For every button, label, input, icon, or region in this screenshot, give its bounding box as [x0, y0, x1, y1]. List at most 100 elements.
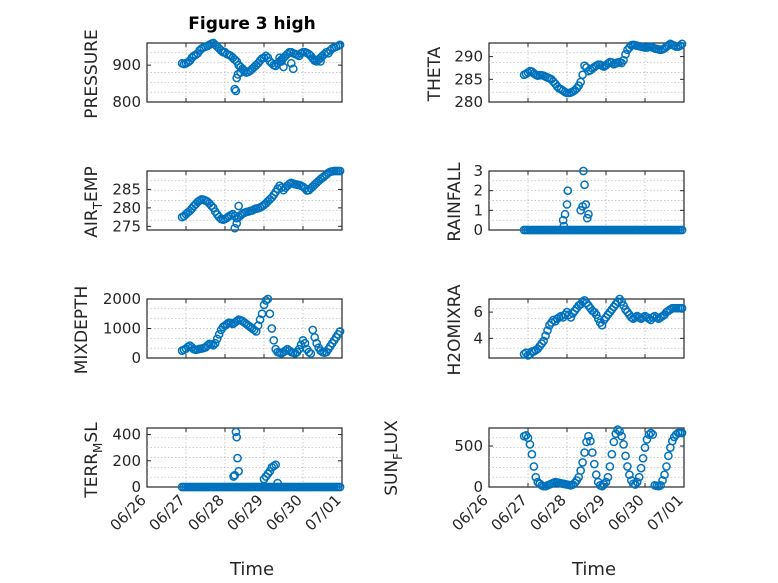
data-point-sun-flux: [578, 458, 587, 467]
data-point-mixdepth: [300, 338, 310, 348]
data-point-sun-flux: [531, 472, 541, 482]
y-tick-label: 285: [112, 180, 141, 198]
x-tick-label: 07/01: [302, 491, 345, 534]
data-point-h2omixra: [541, 331, 550, 341]
x-tick-label: 07/01: [644, 491, 687, 534]
data-point-pressure: [316, 57, 325, 66]
data-point-sun-flux: [623, 462, 632, 471]
data-point-rainfall: [563, 186, 573, 196]
data-point-mixdepth: [208, 340, 218, 350]
data-point-h2omixra: [652, 313, 662, 322]
data-point-sun-flux: [605, 462, 615, 471]
data-point-terr-msl: [231, 427, 241, 437]
x-tick-label: 06/28: [185, 491, 228, 534]
panel-mixdepth: 0 1000 2000: [103, 290, 345, 367]
data-point-sun-flux: [586, 436, 595, 446]
data-point-sun-flux: [636, 463, 646, 473]
data-point-air-temp: [230, 223, 240, 233]
data-point-sun-flux: [664, 451, 673, 461]
data-point-mixdepth: [269, 335, 279, 345]
data-point-mixdepth: [261, 296, 271, 305]
ylabel-theta: THETA: [425, 46, 445, 102]
data-point-pressure: [230, 55, 240, 64]
data-point-terr-msl: [273, 478, 282, 488]
ylabel-sun-flux: SUNFLUX: [382, 420, 405, 496]
data-point-rainfall: [559, 221, 569, 231]
data-point-sun-flux: [677, 428, 687, 438]
data-point-sun-flux: [615, 426, 625, 436]
data-point-sun-flux: [570, 478, 580, 488]
x-tick-label: 06/27: [488, 491, 531, 534]
data-point-theta: [677, 39, 687, 49]
ylabel-terr-msl: TERRMSL: [82, 422, 105, 499]
data-point-sun-flux: [625, 470, 634, 480]
data-point-pressure: [232, 73, 242, 83]
y-tick-label: 1: [473, 201, 483, 219]
data-point-air-temp: [232, 219, 242, 228]
data-point-mixdepth: [335, 327, 345, 336]
data-point-h2omixra: [638, 313, 648, 322]
data-point-pressure: [231, 86, 241, 96]
data-point-rainfall: [580, 180, 589, 190]
data-point-air-temp: [207, 201, 216, 211]
y-tick-label: 285: [454, 70, 483, 88]
data-point-rainfall: [558, 215, 568, 225]
ylabel-mixdepth: MIXDEPTH: [72, 286, 92, 375]
x-tick-label: 06/30: [263, 491, 306, 534]
data-point-terr-msl: [271, 460, 281, 470]
y-tick-label: 0: [473, 478, 483, 496]
y-tick-label: 290: [454, 48, 483, 66]
data-point-sun-flux: [660, 470, 669, 480]
y-tick-label: 275: [112, 217, 141, 235]
y-tick-label: 6: [473, 303, 483, 321]
y-tick-label: 2000: [103, 290, 141, 308]
y-tick-label: 280: [454, 93, 483, 111]
data-point-pressure: [286, 58, 296, 68]
data-point-rainfall: [579, 166, 588, 176]
y-tick-label: 2: [473, 182, 483, 200]
data-point-sun-flux: [576, 466, 586, 475]
data-point-mixdepth: [222, 319, 232, 329]
panel-h2omixra: 46: [473, 294, 687, 360]
data-point-sun-flux: [601, 477, 611, 487]
data-point-sun-flux: [638, 453, 648, 463]
data-point-mixdepth: [281, 346, 290, 355]
data-point-rainfall: [562, 200, 572, 209]
y-tick-label: 3: [473, 162, 483, 180]
data-point-mixdepth: [210, 338, 220, 348]
data-point-sun-flux: [603, 472, 613, 482]
panel-rainfall: 0 12 3: [473, 162, 687, 239]
y-tick-label: 800: [112, 93, 141, 111]
data-point-rainfall: [581, 200, 591, 209]
data-point-theta: [621, 49, 630, 59]
data-point-sun-flux: [644, 430, 654, 439]
data-point-h2omixra: [578, 297, 587, 306]
data-point-mixdepth: [296, 340, 306, 350]
y-tick-label: 0: [131, 478, 141, 496]
data-point-sun-flux: [584, 431, 593, 441]
data-point-air-temp: [234, 201, 243, 211]
data-point-mixdepth: [312, 338, 321, 348]
data-point-mixdepth: [263, 294, 273, 304]
ylabel-rainfall: RAINFALL: [445, 162, 465, 242]
data-point-mixdepth: [265, 309, 275, 319]
data-point-h2omixra: [666, 305, 675, 314]
y-tick-label: 900: [112, 56, 141, 74]
data-point-rainfall: [677, 225, 687, 235]
ylabel-pressure: PRESSURE: [82, 29, 102, 118]
y-tick-label: 1000: [103, 320, 141, 338]
data-point-mixdepth: [253, 321, 263, 330]
data-point-sun-flux: [648, 430, 658, 439]
data-point-sun-flux: [521, 431, 531, 440]
data-point-pressure: [261, 51, 271, 61]
data-point-sun-flux: [634, 472, 644, 482]
x-tick-label: 06/28: [527, 491, 570, 534]
data-point-sun-flux: [658, 476, 667, 485]
data-point-sun-flux: [642, 435, 652, 444]
data-point-sun-flux: [630, 480, 640, 489]
data-point-mixdepth: [232, 316, 242, 326]
x-tick-label: 06/29: [566, 491, 609, 534]
data-point-terr-msl: [232, 432, 242, 442]
data-point-sun-flux: [609, 437, 619, 447]
